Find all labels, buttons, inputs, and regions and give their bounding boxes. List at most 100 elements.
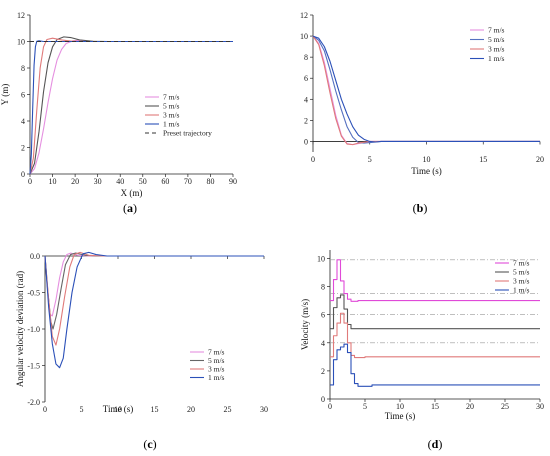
y-tick-label: 0.0 (30, 252, 40, 261)
legend-label: 5 m/s (488, 35, 505, 44)
x-tick-label: 5 (368, 155, 372, 164)
panel-label: (c) (143, 437, 156, 451)
series-line-1 (330, 294, 540, 330)
x-tick-label: 10 (49, 177, 57, 186)
legend-label: 5 m/s (208, 356, 225, 365)
y-tick-label: 12 (300, 11, 308, 20)
legend-label: 1 m/s (163, 120, 180, 129)
series-line-3 (29, 40, 233, 175)
legend-label: 1 m/s (208, 373, 225, 382)
x-tick-label: 20 (536, 155, 544, 164)
x-axis-label: Time (s) (103, 404, 133, 414)
x-tick-label: 30 (536, 402, 544, 411)
legend-label: 1 m/s (488, 54, 505, 63)
series-line-1 (29, 36, 233, 175)
legend-label: 7 m/s (488, 26, 505, 35)
panel-label: (d) (428, 437, 443, 451)
series-line-0 (312, 35, 540, 146)
chart-panel-c: 0 5 10 15 20 25 30 0.0 -0.5 -1.0 -1.5 -2.0 Time (s) A… (15, 251, 268, 451)
series-line-2 (44, 251, 264, 346)
y-tick-label: 8 (304, 53, 308, 62)
series-line-1 (312, 35, 540, 144)
y-tick-label: 10 (317, 254, 325, 263)
series-line-2 (312, 35, 540, 146)
x-tick-label: 15 (151, 405, 159, 414)
y-tick-label: -1.0 (27, 325, 40, 334)
x-tick-label: 90 (229, 177, 237, 186)
y-tick-label: 0 (21, 170, 25, 179)
legend-label: 1 m/s (513, 286, 530, 295)
series-line-3 (312, 35, 540, 143)
legend-label: 5 m/s (163, 102, 180, 111)
x-tick-label: 30 (260, 405, 268, 414)
x-tick-label: 40 (116, 177, 124, 186)
legend-label: 7 m/s (208, 348, 225, 357)
legend-label: 3 m/s (488, 45, 505, 54)
y-tick-label: 4 (21, 117, 25, 126)
x-tick-label: 25 (501, 402, 509, 411)
y-axis-label: Angular velocity deviation (rad) (15, 271, 25, 387)
x-tick-label: 10 (396, 402, 404, 411)
x-tick-label: 60 (161, 177, 169, 186)
series-line-2 (330, 312, 540, 359)
y-tick-label: 4 (304, 95, 308, 104)
legend-label: 3 m/s (513, 277, 530, 286)
series-line-3 (330, 343, 540, 387)
y-tick-label: 6 (21, 91, 25, 100)
legend: 7 m/s5 m/s3 m/s1 m/s (190, 348, 225, 382)
x-tick-label: 20 (466, 402, 474, 411)
x-tick-label: 10 (423, 155, 431, 164)
y-tick-label: 2 (321, 367, 325, 376)
panel-label: (a) (123, 201, 137, 215)
x-tick-label: 10 (114, 405, 122, 414)
x-tick-label: 15 (479, 155, 487, 164)
series-line-0 (29, 39, 233, 175)
series-line-3 (44, 251, 264, 369)
legend-label: 3 m/s (163, 111, 180, 120)
x-tick-label: 30 (94, 177, 102, 186)
series-line-0 (44, 252, 264, 317)
y-tick-label: 8 (321, 283, 325, 292)
y-tick-label: -1.5 (27, 362, 40, 371)
x-tick-label: 0 (43, 405, 47, 414)
y-tick-label: 2 (21, 144, 25, 153)
x-tick-label: 5 (363, 402, 367, 411)
legend-label: 7 m/s (513, 259, 530, 268)
y-tick-label: -2.0 (27, 398, 40, 407)
y-tick-label: 6 (321, 311, 325, 320)
x-axis-label: Time (s) (385, 411, 415, 421)
x-tick-label: 20 (71, 177, 79, 186)
y-axis-label: Velocity (m/s) (300, 299, 310, 350)
x-tick-label: 5 (80, 405, 84, 414)
y-tick-label: 6 (304, 74, 308, 83)
legend: 7 m/s5 m/s3 m/s1 m/s (470, 26, 505, 63)
x-tick-label: 0 (328, 402, 332, 411)
x-tick-label: 70 (184, 177, 192, 186)
y-tick-label: 0 (321, 395, 325, 404)
y-tick-label: 10 (300, 32, 308, 41)
x-axis-label: Time (s) (411, 166, 441, 176)
x-tick-label: 15 (431, 402, 439, 411)
y-tick-label: 2 (304, 116, 308, 125)
x-tick-label: 50 (139, 177, 147, 186)
y-tick-label: 0 (304, 137, 308, 146)
x-axis-label: X (m) (121, 188, 143, 198)
y-tick-label: 10 (17, 38, 25, 47)
x-tick-label: 0 (311, 155, 315, 164)
chart-panel-b: 0 5 10 15 20 0 2 4 6 8 10 12 Time (s) 7 m/s5 m/s3 m/s… (300, 11, 544, 215)
y-axis-label: Y (m) (0, 84, 10, 105)
x-tick-label: 0 (28, 177, 32, 186)
legend-label: 3 m/s (208, 365, 225, 374)
y-tick-label: 12 (17, 11, 25, 20)
x-tick-label: 20 (187, 405, 195, 414)
x-tick-label: 80 (206, 177, 214, 186)
series-line-2 (29, 37, 233, 175)
panel-label: (b) (413, 201, 428, 215)
chart-panel-a: 0 10 20 30 40 50 60 70 80 90 0 2 4 6 8 10 12 X (m) Y (m) 7 … (0, 11, 237, 215)
y-tick-label: 4 (321, 339, 325, 348)
legend: 7 m/s5 m/s3 m/s1 m/s (495, 259, 530, 295)
legend-label: Preset trajectory (163, 129, 212, 138)
